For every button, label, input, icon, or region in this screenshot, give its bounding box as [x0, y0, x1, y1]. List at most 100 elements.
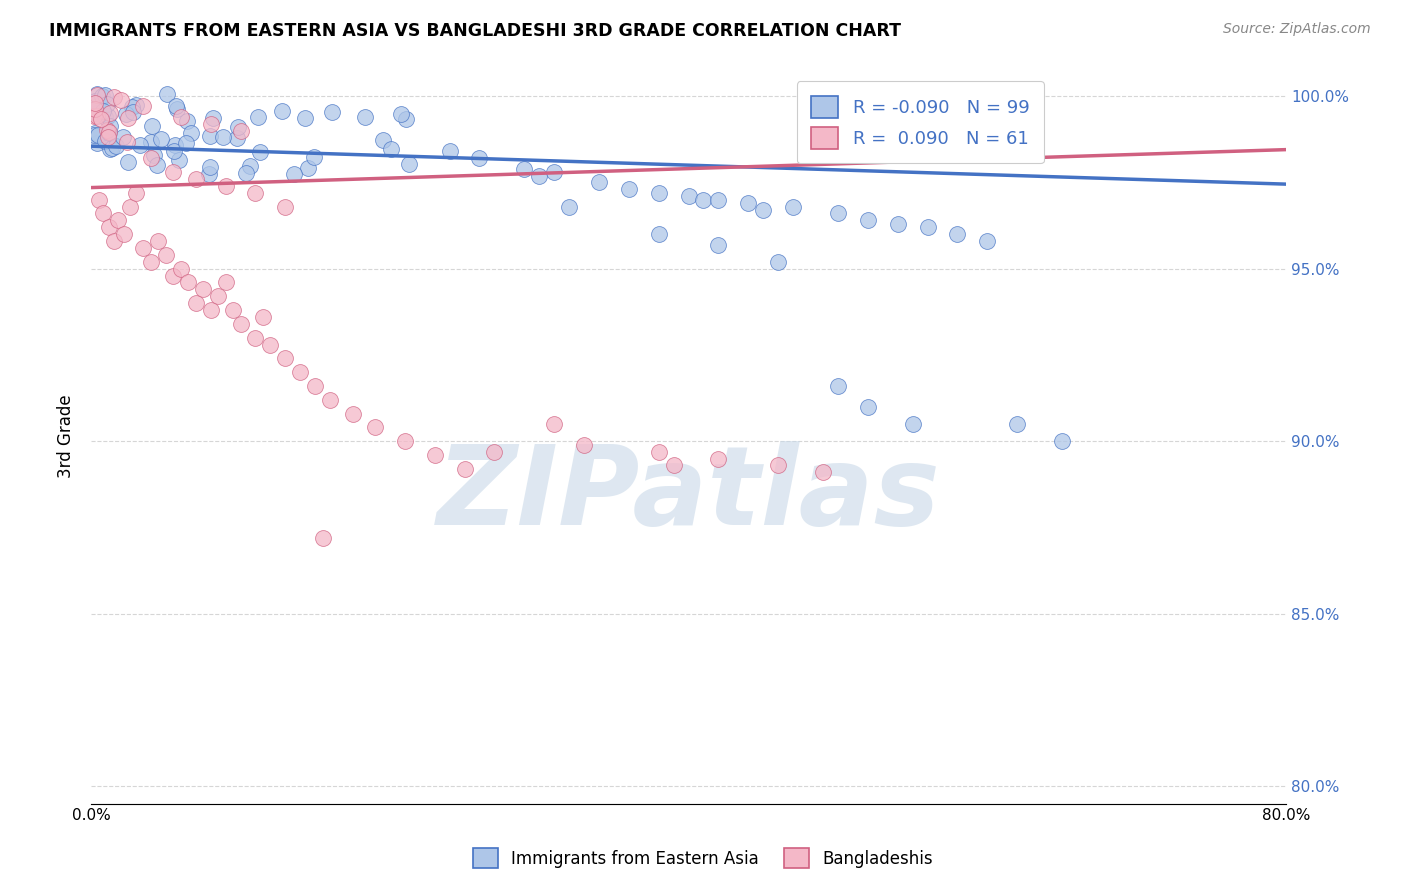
Point	[398, 157, 420, 171]
Point	[118, 200, 141, 214]
Point	[212, 129, 235, 144]
Point	[97, 130, 120, 145]
Point	[572, 438, 595, 452]
Point	[976, 234, 998, 248]
Point	[647, 444, 669, 458]
Point	[103, 90, 125, 104]
Point	[91, 206, 114, 220]
Point	[901, 417, 924, 431]
Point	[617, 182, 640, 196]
Point	[170, 110, 193, 124]
Point	[245, 331, 267, 345]
Point	[83, 95, 105, 109]
Point	[588, 175, 610, 189]
Point	[513, 161, 536, 176]
Point	[214, 276, 236, 290]
Point	[184, 296, 207, 310]
Point	[827, 379, 849, 393]
Point	[766, 254, 789, 268]
Point	[214, 178, 236, 193]
Point	[176, 114, 198, 128]
Point	[94, 87, 117, 102]
Legend: Immigrants from Eastern Asia, Bangladeshis: Immigrants from Eastern Asia, Bangladesh…	[464, 839, 942, 877]
Point	[200, 128, 222, 143]
Point	[766, 458, 789, 473]
Point	[94, 110, 117, 124]
Point	[692, 193, 714, 207]
Point	[163, 144, 186, 158]
Point	[225, 131, 247, 145]
Point	[87, 128, 110, 142]
Point	[558, 200, 581, 214]
Point	[117, 135, 139, 149]
Point	[249, 145, 271, 159]
Point	[84, 106, 107, 120]
Point	[1050, 434, 1073, 449]
Point	[101, 140, 124, 154]
Point	[321, 104, 343, 119]
Point	[529, 169, 551, 183]
Point	[98, 220, 121, 235]
Point	[96, 97, 118, 112]
Point	[90, 88, 112, 103]
Point	[117, 154, 139, 169]
Point	[96, 123, 118, 137]
Point	[811, 465, 834, 479]
Point	[226, 120, 249, 135]
Point	[170, 261, 193, 276]
Point	[259, 337, 281, 351]
Point	[274, 351, 297, 366]
Point	[453, 462, 475, 476]
Point	[1005, 417, 1028, 431]
Point	[707, 193, 730, 207]
Point	[302, 150, 325, 164]
Point	[110, 93, 132, 107]
Point	[112, 227, 135, 242]
Point	[856, 400, 879, 414]
Point	[148, 234, 170, 248]
Point	[247, 110, 270, 124]
Point	[239, 160, 262, 174]
Point	[87, 193, 110, 207]
Point	[83, 95, 105, 110]
Point	[222, 303, 245, 318]
Point	[283, 167, 305, 181]
Text: ZIPatlas: ZIPatlas	[437, 442, 941, 549]
Point	[132, 241, 155, 255]
Point	[389, 107, 412, 121]
Point	[103, 234, 125, 248]
Point	[125, 98, 148, 112]
Point	[235, 166, 257, 180]
Point	[647, 227, 669, 242]
Point	[86, 136, 108, 151]
Point	[782, 200, 804, 214]
Point	[180, 126, 202, 140]
Point	[162, 165, 184, 179]
Point	[198, 161, 221, 175]
Point	[319, 392, 342, 407]
Point	[156, 87, 179, 101]
Point	[139, 135, 162, 149]
Point	[132, 99, 155, 113]
Point	[752, 202, 775, 217]
Point	[100, 106, 122, 120]
Point	[145, 158, 167, 172]
Point	[191, 282, 214, 296]
Point	[662, 458, 685, 473]
Point	[484, 444, 506, 458]
Point	[166, 102, 188, 116]
Point	[162, 268, 184, 283]
Point	[252, 310, 274, 324]
Point	[149, 132, 172, 146]
Point	[121, 100, 143, 114]
Point	[678, 189, 700, 203]
Point	[294, 112, 316, 126]
Point	[165, 138, 187, 153]
Point	[90, 112, 112, 127]
Point	[543, 417, 565, 431]
Legend: R = -0.090   N = 99, R =  0.090   N = 61: R = -0.090 N = 99, R = 0.090 N = 61	[797, 81, 1043, 163]
Point	[297, 161, 319, 175]
Point	[290, 365, 312, 379]
Point	[439, 145, 461, 159]
Point	[647, 186, 669, 200]
